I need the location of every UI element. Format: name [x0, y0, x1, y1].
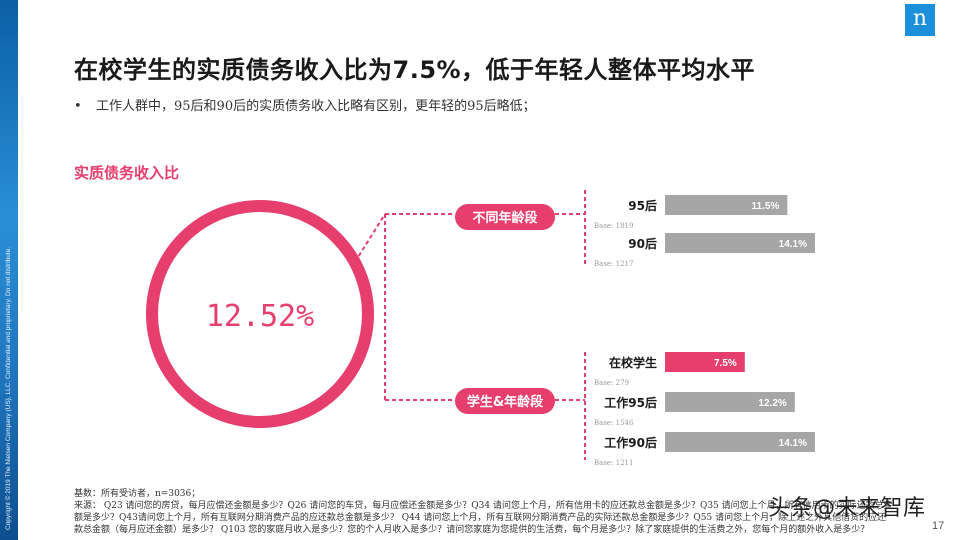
group-pill-label: 学生&年龄段 [467, 394, 543, 410]
section-label: 实质债务收入比 [74, 164, 180, 182]
footnote-source: 来源： Q23 请问您的房贷，每月应偿还金额是多少？Q26 请问您的车贷，每月应… [74, 501, 893, 511]
bar [665, 233, 815, 253]
footnote-base: 基数：所有受访者，n=3036； [74, 489, 201, 499]
bar-value-label: 12.2% [758, 398, 786, 409]
overall-value: 12.52% [206, 299, 314, 334]
bar-category-label: 工作95后 [604, 395, 657, 410]
footnote-source-cont: 额是多少？Q43请问您上个月，所有互联网分期消费产品的应还款总金额是多少？ Q4… [74, 513, 887, 523]
bullet-point: • 工作人群中，95后和90后的实质债务收入比略有区别，更年轻的95后略低； [74, 95, 536, 114]
bar-base-label: Base: 1546 [594, 419, 634, 427]
bar-value-label: 14.1% [779, 239, 807, 250]
bar [665, 432, 815, 452]
page-number: 17 [932, 520, 945, 532]
bullet-text: 工作人群中，95后和90后的实质债务收入比略有区别，更年轻的95后略低； [96, 99, 536, 114]
bullet-dot-icon: • [74, 99, 82, 114]
page-title: 在校学生的实质债务收入比为7.5%，低于年轻人整体平均水平 [74, 56, 756, 84]
group-pill [455, 204, 555, 230]
bar [665, 352, 745, 372]
group-pill [455, 388, 555, 414]
bar-value-label: 7.5% [714, 358, 737, 369]
bar-category-label: 95后 [628, 198, 657, 213]
bar-base-label: Base: 1819 [594, 222, 633, 230]
footnote-source-cont: 款总金额（每月应还金额）是多少？ Q103 您的家庭月收入是多少？您的个人月收入… [74, 525, 870, 535]
side-strip: Copyright © 2019 The Nielsen Company (US… [0, 0, 18, 540]
bar-base-label: Base: 1211 [594, 459, 633, 467]
bar-value-label: 11.5% [752, 201, 780, 212]
bar-category-label: 工作90后 [604, 435, 657, 450]
bar-base-label: Base: 1217 [594, 260, 633, 268]
group-pill-label: 不同年龄段 [472, 210, 537, 226]
bar [665, 195, 788, 215]
bar-category-label: 在校学生 [609, 355, 657, 370]
bar-value-label: 14.1% [779, 438, 807, 449]
bar [665, 392, 795, 412]
nielsen-logo: n [905, 4, 935, 36]
bar-category-label: 90后 [628, 236, 657, 251]
bar-group: 95后 11.5% Base: 1819 90后 14.1% Base: 1217 在校学生… [594, 195, 815, 467]
connector-line [354, 213, 386, 263]
watermark: 头条@未来智库 [768, 496, 926, 521]
overall-circle [146, 200, 374, 428]
bar-base-label: Base: 279 [594, 379, 629, 387]
